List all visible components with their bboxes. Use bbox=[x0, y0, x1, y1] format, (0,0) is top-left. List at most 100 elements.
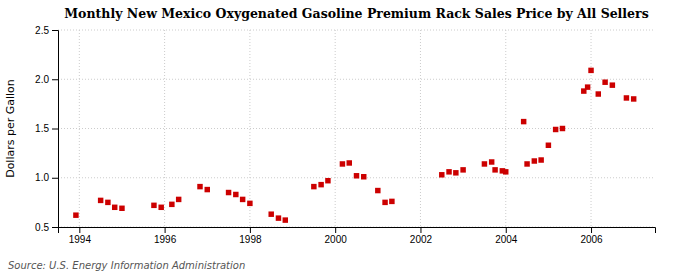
point bbox=[247, 201, 252, 206]
point bbox=[354, 173, 359, 178]
point bbox=[585, 84, 590, 89]
point bbox=[283, 217, 288, 222]
point bbox=[151, 203, 156, 208]
point bbox=[318, 182, 323, 187]
x-axis: 1994 1996 1998 2000 2002 2004 2006 bbox=[59, 227, 656, 245]
grid-line-x bbox=[335, 30, 336, 227]
title: Monthly New Mexico Oxygenated Gasoline P… bbox=[64, 6, 648, 21]
grid-line-x bbox=[164, 30, 165, 227]
point bbox=[460, 167, 465, 172]
x-tick-label: 1994 bbox=[69, 234, 92, 245]
point bbox=[340, 161, 345, 166]
x-tick: 1994 bbox=[69, 227, 92, 245]
y-tick-mark bbox=[52, 129, 58, 130]
grid-line-x bbox=[505, 30, 506, 227]
point bbox=[73, 212, 78, 217]
point bbox=[560, 126, 565, 131]
point bbox=[389, 199, 394, 204]
x-tick: 1996 bbox=[154, 227, 177, 245]
point bbox=[361, 174, 366, 179]
y-tick: 2.5 bbox=[35, 25, 58, 36]
point bbox=[631, 96, 636, 101]
x-tick-label: 1998 bbox=[239, 234, 262, 245]
grid-line-y bbox=[58, 128, 655, 129]
point bbox=[439, 172, 444, 177]
point bbox=[489, 159, 494, 164]
x-tick: 2002 bbox=[410, 227, 433, 245]
grid-line-x bbox=[420, 30, 421, 227]
y-tick-mark bbox=[52, 178, 58, 179]
grid-line-x bbox=[591, 30, 592, 227]
y-axis-line bbox=[52, 31, 59, 228]
point bbox=[98, 198, 103, 203]
point bbox=[205, 187, 210, 192]
point bbox=[240, 197, 245, 202]
point bbox=[233, 192, 238, 197]
point bbox=[538, 157, 543, 162]
grid-line-y bbox=[58, 79, 655, 80]
point bbox=[268, 211, 273, 216]
x-tick: 2000 bbox=[325, 227, 348, 245]
y-tick: 0.5 bbox=[35, 222, 58, 233]
point bbox=[503, 169, 508, 174]
source: Source: U.S. Energy Information Administ… bbox=[8, 260, 245, 271]
x-tick: 1998 bbox=[239, 227, 262, 245]
x-tick-label: 2004 bbox=[495, 234, 518, 245]
point bbox=[532, 158, 537, 163]
point bbox=[492, 167, 497, 172]
point bbox=[226, 190, 231, 195]
point bbox=[521, 119, 526, 124]
x-tick-label: 2000 bbox=[325, 234, 348, 245]
plot-area: 1994 1996 1998 2000 2002 2004 2006 0.5 1.0 1.5 2.0… bbox=[35, 25, 655, 245]
point bbox=[446, 169, 451, 174]
point bbox=[197, 184, 202, 189]
point bbox=[119, 206, 124, 211]
y-tick-mark bbox=[52, 227, 58, 228]
point bbox=[453, 170, 458, 175]
x-tick-mark bbox=[79, 227, 80, 233]
point bbox=[276, 215, 281, 220]
y-axis: 0.5 1.0 1.5 2.0 2.5 bbox=[35, 25, 58, 233]
x-tick-mark bbox=[591, 227, 592, 233]
point bbox=[311, 184, 316, 189]
point bbox=[347, 160, 352, 165]
point bbox=[602, 79, 607, 84]
y-tick-label: 0.5 bbox=[35, 222, 49, 233]
x-tick-label: 2006 bbox=[580, 234, 603, 245]
point bbox=[610, 82, 615, 87]
point bbox=[624, 95, 629, 100]
y-tick: 1.0 bbox=[35, 172, 58, 183]
x-tick-mark bbox=[335, 227, 336, 233]
x-axis-line bbox=[59, 228, 656, 234]
x-tick-label: 1996 bbox=[154, 234, 177, 245]
point bbox=[375, 188, 380, 193]
x-tick-mark bbox=[250, 227, 251, 233]
chart: 1994 1996 1998 2000 2002 2004 2006 0.5 1.0 1.5 2.0… bbox=[0, 0, 675, 275]
y-tick-label: 2.0 bbox=[35, 74, 49, 85]
grid-line-y bbox=[58, 30, 655, 31]
x-tick-mark bbox=[420, 227, 421, 233]
point bbox=[524, 161, 529, 166]
point bbox=[553, 127, 558, 132]
point bbox=[546, 143, 551, 148]
x-tick: 2004 bbox=[495, 227, 518, 245]
grid-line-x bbox=[249, 30, 250, 227]
x-tick-mark bbox=[506, 227, 507, 233]
y-tick-label: 2.5 bbox=[35, 25, 49, 36]
point bbox=[169, 202, 174, 207]
grid-line-x bbox=[79, 30, 80, 227]
point bbox=[325, 178, 330, 183]
point bbox=[588, 68, 593, 73]
x-tick-mark bbox=[165, 227, 166, 233]
y-tick: 1.5 bbox=[35, 123, 58, 134]
y-tick-label: 1.0 bbox=[35, 172, 49, 183]
y-axis-label: Dollars per Gallon bbox=[4, 79, 17, 178]
point bbox=[105, 200, 110, 205]
point bbox=[112, 205, 117, 210]
point bbox=[596, 91, 601, 96]
point bbox=[176, 197, 181, 202]
x-tick-label: 2002 bbox=[410, 234, 433, 245]
point bbox=[158, 205, 163, 210]
y-tick-label: 1.5 bbox=[35, 123, 49, 134]
y-tick: 2.0 bbox=[35, 74, 58, 85]
